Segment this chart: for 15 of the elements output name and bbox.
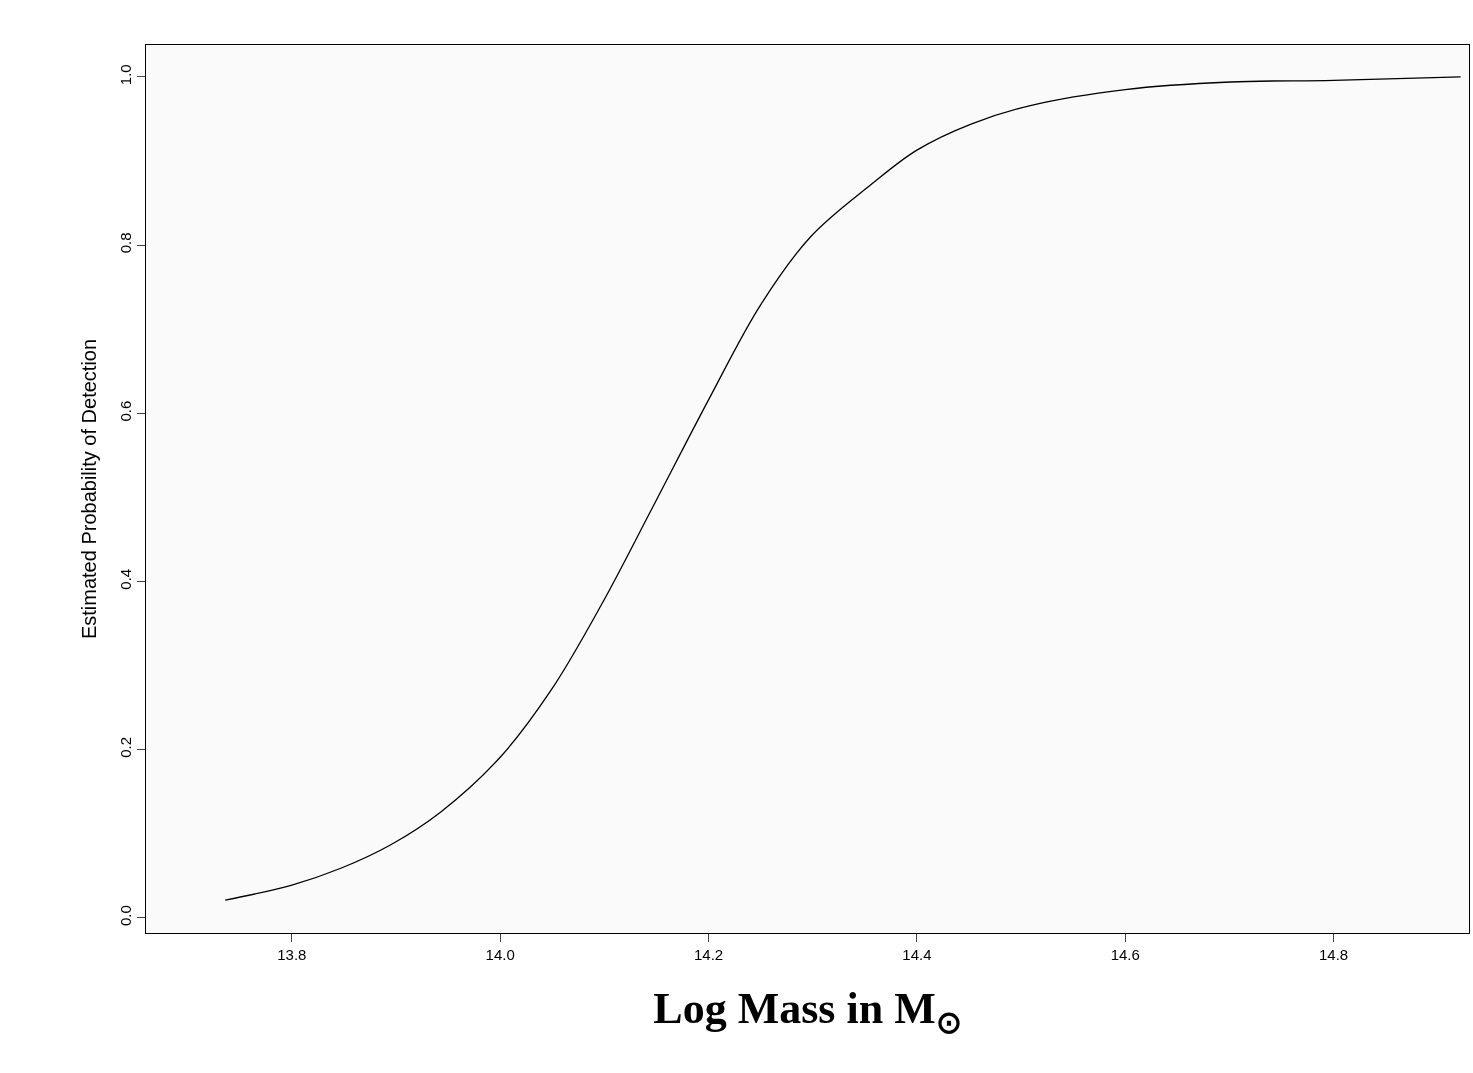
y-axis-title: Estimated Probability of Detection <box>77 338 100 640</box>
x-tick-label: 14.8 <box>1318 946 1349 963</box>
y-tick-label: 0.2 <box>117 737 134 758</box>
y-tick-label: 1.0 <box>117 64 134 86</box>
y-tick-label: 0.6 <box>117 400 134 422</box>
line-series <box>224 76 1462 901</box>
y-tick-label: 0.4 <box>117 568 134 590</box>
y-tick-label: 0.0 <box>117 905 134 927</box>
x-tick-label: 13.8 <box>277 946 307 963</box>
x-tick-label: 14.6 <box>1110 946 1140 963</box>
x-tick-label: 14.4 <box>902 946 932 963</box>
x-tick-label: 14.2 <box>693 946 724 963</box>
x-tick-label: 14.0 <box>485 946 515 963</box>
y-tick-label: 0.8 <box>117 232 134 254</box>
x-axis-title: Log Mass in M$_{⊙}$ <box>653 984 962 1040</box>
